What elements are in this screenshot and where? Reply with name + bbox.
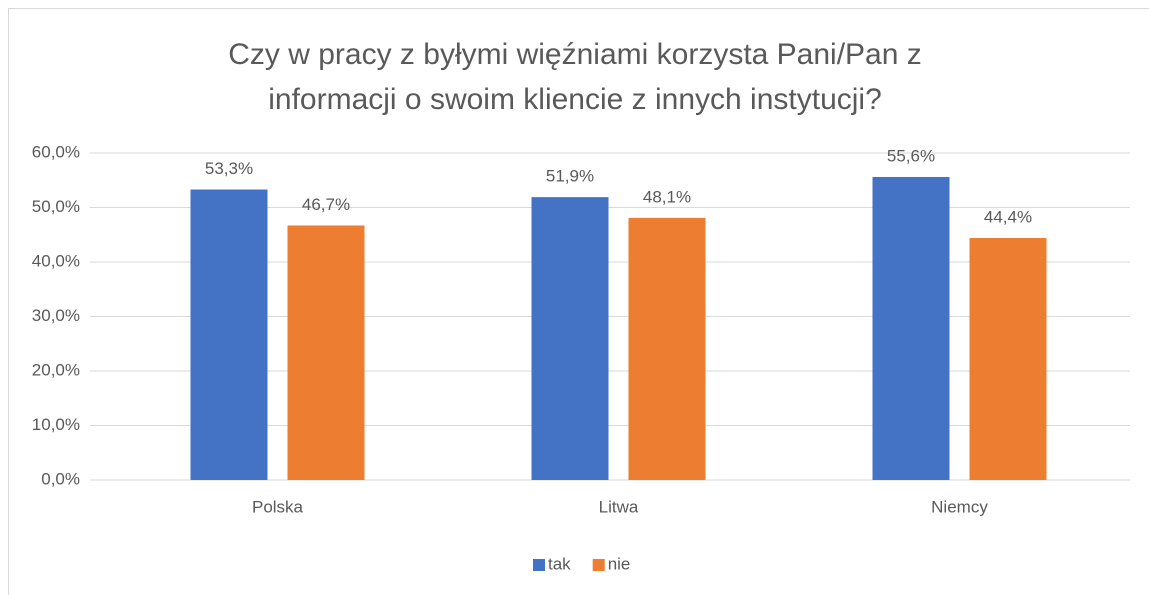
bar <box>969 238 1047 480</box>
data-label: 48,1% <box>643 187 691 206</box>
data-label: 44,4% <box>984 208 1032 227</box>
y-tick-label: 0,0% <box>41 469 80 488</box>
legend-label: tak <box>548 554 571 573</box>
y-tick-label: 30,0% <box>32 306 80 325</box>
x-tick-label: Litwa <box>599 497 639 516</box>
legend-swatch <box>592 559 605 571</box>
chart-title: Czy w pracy z byłymi więźniami korzysta … <box>228 38 922 116</box>
data-label: 51,9% <box>546 167 594 186</box>
chart-border <box>8 8 1149 595</box>
x-tick-label: Niemcy <box>931 497 988 516</box>
y-tick-label: 40,0% <box>32 251 80 270</box>
y-tick-label: 10,0% <box>32 415 80 434</box>
data-label: 55,6% <box>887 146 935 165</box>
legend-label: nie <box>608 554 631 573</box>
x-tick-label: Polska <box>252 497 304 516</box>
bar <box>531 197 609 480</box>
bar <box>287 225 365 480</box>
y-tick-label: 20,0% <box>32 360 80 379</box>
legend-swatch <box>533 559 545 571</box>
data-label: 53,3% <box>205 159 253 178</box>
bar <box>628 217 706 481</box>
bar <box>190 189 268 480</box>
y-tick-label: 50,0% <box>32 197 80 216</box>
data-label: 46,7% <box>302 195 350 214</box>
y-tick-label: 60,0% <box>32 142 80 161</box>
bar <box>872 176 950 481</box>
